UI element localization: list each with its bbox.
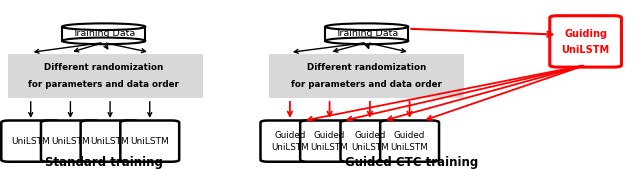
Text: Guided: Guided	[274, 131, 306, 140]
Text: Different randomization: Different randomization	[44, 63, 163, 72]
Text: Different randomization: Different randomization	[307, 63, 426, 72]
Text: UniLSTM: UniLSTM	[51, 137, 90, 146]
Text: Guided: Guided	[394, 131, 426, 140]
FancyBboxPatch shape	[380, 120, 439, 162]
FancyBboxPatch shape	[41, 120, 100, 162]
Text: Training Data: Training Data	[335, 29, 398, 38]
Text: UniLSTM: UniLSTM	[561, 45, 610, 55]
Bar	[8, 54, 203, 98]
Bar	[269, 54, 464, 98]
Bar	[62, 27, 145, 41]
Text: UniLSTM: UniLSTM	[391, 143, 428, 152]
Ellipse shape	[62, 23, 145, 30]
Ellipse shape	[325, 23, 408, 30]
Text: UniLSTM: UniLSTM	[351, 143, 388, 152]
FancyBboxPatch shape	[300, 120, 359, 162]
Text: UniLSTM: UniLSTM	[91, 137, 129, 146]
FancyBboxPatch shape	[260, 120, 319, 162]
FancyBboxPatch shape	[550, 16, 621, 67]
Text: UniLSTM: UniLSTM	[12, 137, 50, 146]
Text: Guided CTC training: Guided CTC training	[345, 156, 478, 169]
Text: Guided: Guided	[354, 131, 386, 140]
Text: UniLSTM: UniLSTM	[271, 143, 308, 152]
Text: Guiding: Guiding	[564, 29, 607, 39]
Text: Guided: Guided	[314, 131, 346, 140]
Text: Training Data: Training Data	[72, 29, 135, 38]
FancyBboxPatch shape	[1, 120, 60, 162]
Bar	[325, 27, 408, 41]
Ellipse shape	[325, 38, 408, 44]
FancyBboxPatch shape	[81, 120, 140, 162]
FancyBboxPatch shape	[120, 120, 179, 162]
Text: Standard training: Standard training	[45, 156, 163, 169]
Text: for parameters and data order: for parameters and data order	[291, 80, 442, 89]
Text: UniLSTM: UniLSTM	[131, 137, 169, 146]
Text: UniLSTM: UniLSTM	[311, 143, 348, 152]
Text: for parameters and data order: for parameters and data order	[28, 80, 179, 89]
Ellipse shape	[62, 38, 145, 44]
FancyBboxPatch shape	[340, 120, 399, 162]
